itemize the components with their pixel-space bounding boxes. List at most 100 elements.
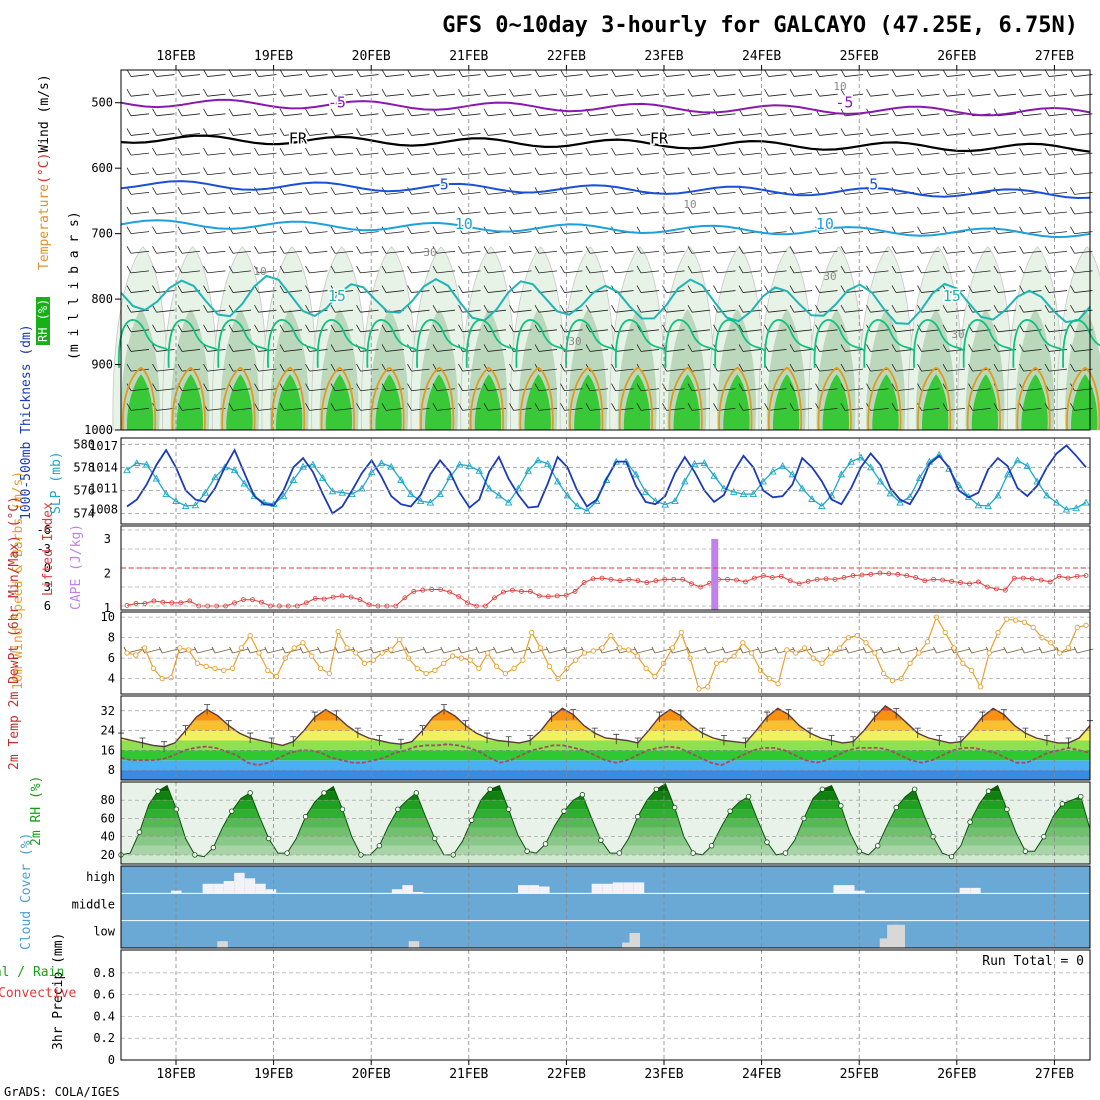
- isotherm-20: [267, 319, 319, 368]
- wind-barb: [560, 285, 583, 293]
- ytick-li: 6: [44, 599, 51, 613]
- temp-minmax-bar: [570, 709, 577, 720]
- wind-barb: [687, 206, 711, 215]
- isotherm-25: [221, 366, 256, 431]
- rh-area-dark: [425, 374, 452, 430]
- slp-point: [475, 466, 484, 474]
- wind10-point: [581, 650, 588, 656]
- wind-barb: [177, 265, 201, 274]
- slp-point: [1052, 498, 1061, 506]
- slp-point: [1062, 505, 1071, 513]
- wind-barb: [560, 226, 583, 235]
- wind-barb: [1044, 108, 1068, 117]
- wind10-point: [353, 650, 359, 656]
- li-point: [572, 589, 578, 594]
- wind-barb: [611, 363, 634, 372]
- wind-barb: [866, 147, 889, 156]
- rh-point: [542, 841, 549, 847]
- slp-point: [436, 490, 444, 498]
- slp-point: [671, 497, 679, 505]
- panel-bg-7: [121, 950, 1090, 1060]
- wind10-point: [775, 681, 781, 687]
- wind-barb: [407, 363, 430, 372]
- wind-barb: [917, 128, 940, 136]
- wind-barb: [891, 206, 915, 215]
- wind-barb: [330, 147, 354, 156]
- wind10-point: [872, 650, 878, 656]
- wind-barb: [662, 128, 685, 136]
- wind-barb: [866, 206, 889, 215]
- wind-barb: [789, 108, 813, 117]
- wind-barb: [305, 108, 328, 117]
- rh-point: [561, 808, 567, 814]
- li-point: [743, 579, 748, 585]
- wind10-point: [1048, 640, 1054, 646]
- wind-barb: [509, 128, 532, 136]
- slp-point: [191, 501, 200, 509]
- wind10-point: [449, 653, 456, 659]
- wind-barb: [483, 344, 507, 352]
- wind-barb: [1044, 226, 1068, 235]
- ylabel-wind: Temperature(°C)Wind (m/s): [37, 74, 52, 270]
- wind-barb: [815, 206, 838, 215]
- wind-barb: [203, 304, 226, 313]
- wind-barb: [126, 344, 150, 352]
- wind-barb: [407, 304, 430, 313]
- slp-point: [377, 459, 386, 467]
- wind-barb: [1019, 344, 1042, 352]
- wind-barb: [203, 147, 226, 156]
- wind-barb: [993, 265, 1017, 274]
- slp-point: [142, 460, 151, 468]
- rh-contour-label: 30: [823, 270, 836, 283]
- wind-barb: [738, 69, 762, 77]
- wind-barb: [458, 167, 481, 176]
- wind-barb: [305, 147, 328, 156]
- slp-point: [778, 461, 787, 469]
- wind-barb: [126, 265, 150, 274]
- li-point: [312, 596, 318, 601]
- cloud-high-bar: [265, 889, 277, 894]
- slp-point: [358, 484, 366, 492]
- wind-barb: [917, 167, 940, 176]
- wind-barb: [942, 246, 966, 254]
- wind10-point: [1074, 624, 1080, 631]
- wind-barb: [968, 246, 991, 254]
- temp-minmax-bar: [484, 732, 491, 743]
- temp-minmax-bar: [957, 736, 964, 747]
- wind-barb: [636, 69, 660, 77]
- wind10-point: [1012, 617, 1019, 623]
- wind-barb: [687, 88, 711, 97]
- wind-barb: [1019, 403, 1042, 411]
- temp-minmax-bar: [634, 737, 641, 748]
- wind-barb: [764, 69, 787, 77]
- wind-barb: [203, 383, 226, 392]
- wind-barb: [534, 128, 558, 136]
- wind10-barb: [545, 646, 566, 654]
- wind-barb: [636, 324, 660, 333]
- wind-barb: [407, 108, 430, 117]
- slp-point: [994, 491, 1002, 499]
- li-point: [259, 599, 264, 605]
- wind-barb: [381, 344, 405, 352]
- rh-point: [505, 806, 512, 813]
- wind-barb: [356, 167, 379, 176]
- wind-barb: [305, 69, 328, 77]
- li-point: [402, 595, 408, 601]
- wind10-point: [863, 640, 869, 646]
- wind-barb: [611, 265, 634, 274]
- wind-barb: [509, 226, 532, 235]
- cloud-level-label: high: [86, 870, 115, 884]
- cloud-high-bar: [234, 872, 245, 894]
- wind-barb: [764, 167, 787, 176]
- wind10-point: [133, 652, 139, 658]
- wind-barb: [993, 285, 1017, 293]
- wind10-barb: [158, 646, 179, 654]
- wind-barb: [152, 147, 175, 156]
- wind-barb: [407, 187, 430, 195]
- wind-barb: [891, 265, 915, 274]
- wind-barb: [560, 246, 583, 254]
- wind10-barb: [334, 646, 355, 654]
- wind-barb: [993, 246, 1017, 254]
- wind-barb: [891, 69, 915, 77]
